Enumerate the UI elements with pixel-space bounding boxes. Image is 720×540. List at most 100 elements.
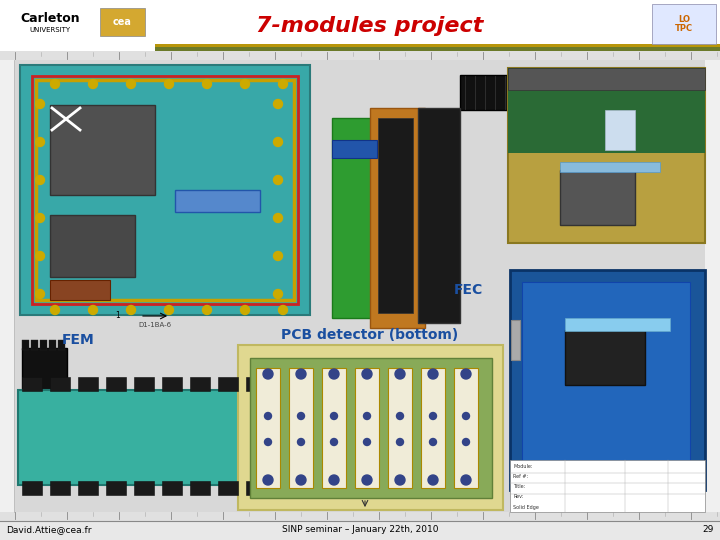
Bar	[508, 68, 705, 90]
Bar	[332, 118, 377, 318]
Bar	[421, 368, 445, 488]
Bar	[250, 358, 492, 498]
Bar	[78, 481, 98, 495]
Bar	[50, 481, 70, 495]
Circle shape	[35, 99, 45, 109]
Text: Title:: Title:	[513, 484, 526, 489]
Bar	[508, 68, 705, 243]
Bar	[238, 345, 503, 510]
Bar	[246, 377, 266, 391]
Circle shape	[35, 252, 45, 260]
Bar	[322, 368, 346, 488]
Bar	[332, 140, 377, 158]
Bar	[418, 108, 460, 323]
Circle shape	[461, 475, 471, 485]
Bar	[460, 75, 585, 110]
Circle shape	[461, 369, 471, 379]
Bar	[162, 377, 182, 391]
Bar	[560, 162, 660, 172]
Bar	[15, 60, 705, 512]
Text: LO
TPC: LO TPC	[675, 15, 693, 33]
Bar	[162, 481, 182, 495]
Circle shape	[89, 79, 97, 89]
Bar	[190, 481, 210, 495]
Circle shape	[264, 438, 271, 445]
Bar	[652, 4, 716, 44]
Bar	[522, 282, 690, 477]
Text: 7-modules project: 7-modules project	[256, 16, 484, 36]
Text: FEC: FEC	[454, 283, 482, 297]
Circle shape	[364, 438, 371, 445]
Circle shape	[35, 138, 45, 146]
Text: Solid Edge: Solid Edge	[513, 504, 539, 510]
Text: Ref #:: Ref #:	[513, 475, 528, 480]
Circle shape	[274, 99, 282, 109]
Bar	[289, 368, 313, 488]
Bar	[50, 280, 110, 300]
Circle shape	[329, 475, 339, 485]
Bar	[0, 521, 720, 540]
Circle shape	[50, 79, 60, 89]
Bar	[100, 8, 145, 36]
Bar	[50, 377, 70, 391]
Circle shape	[264, 413, 271, 420]
Bar	[134, 481, 154, 495]
Circle shape	[296, 369, 306, 379]
Text: Module:: Module:	[513, 463, 533, 469]
Bar	[50, 215, 135, 277]
Circle shape	[240, 79, 250, 89]
Text: UNIVERSITY: UNIVERSITY	[30, 27, 71, 33]
Bar	[155, 44, 720, 47]
Bar	[36, 80, 294, 300]
Text: Carleton: Carleton	[20, 11, 80, 24]
Bar	[218, 481, 238, 495]
Bar	[18, 390, 273, 485]
Circle shape	[362, 369, 372, 379]
Bar	[355, 368, 379, 488]
Bar	[510, 270, 705, 490]
Circle shape	[202, 79, 212, 89]
Circle shape	[164, 79, 174, 89]
Bar	[22, 377, 42, 391]
Bar	[246, 481, 266, 495]
Bar	[40, 340, 47, 350]
Circle shape	[462, 438, 469, 445]
Circle shape	[274, 176, 282, 185]
Circle shape	[428, 369, 438, 379]
Circle shape	[395, 369, 405, 379]
Circle shape	[462, 413, 469, 420]
Circle shape	[330, 413, 338, 420]
Circle shape	[329, 369, 339, 379]
Bar	[388, 368, 412, 488]
Circle shape	[263, 369, 273, 379]
Circle shape	[430, 413, 436, 420]
Circle shape	[279, 79, 287, 89]
Text: FEM: FEM	[62, 333, 94, 347]
Bar	[155, 47, 720, 51]
Bar	[0, 51, 720, 60]
Circle shape	[50, 306, 60, 314]
Text: SINP seminar – January 22th, 2010: SINP seminar – January 22th, 2010	[282, 525, 438, 535]
Bar	[58, 340, 65, 350]
Circle shape	[89, 306, 97, 314]
Bar	[510, 460, 705, 512]
Bar	[511, 320, 520, 360]
Bar	[0, 512, 720, 521]
Circle shape	[279, 306, 287, 314]
Circle shape	[240, 306, 250, 314]
Circle shape	[296, 475, 306, 485]
Circle shape	[274, 138, 282, 146]
Circle shape	[362, 475, 372, 485]
Bar	[22, 481, 42, 495]
Circle shape	[202, 306, 212, 314]
Bar	[49, 340, 56, 350]
Bar	[0, 0, 720, 52]
Bar	[190, 377, 210, 391]
Circle shape	[35, 289, 45, 299]
Circle shape	[297, 413, 305, 420]
Circle shape	[364, 413, 371, 420]
Circle shape	[397, 438, 403, 445]
Text: cea: cea	[112, 17, 132, 27]
Bar	[20, 65, 310, 315]
Circle shape	[274, 289, 282, 299]
